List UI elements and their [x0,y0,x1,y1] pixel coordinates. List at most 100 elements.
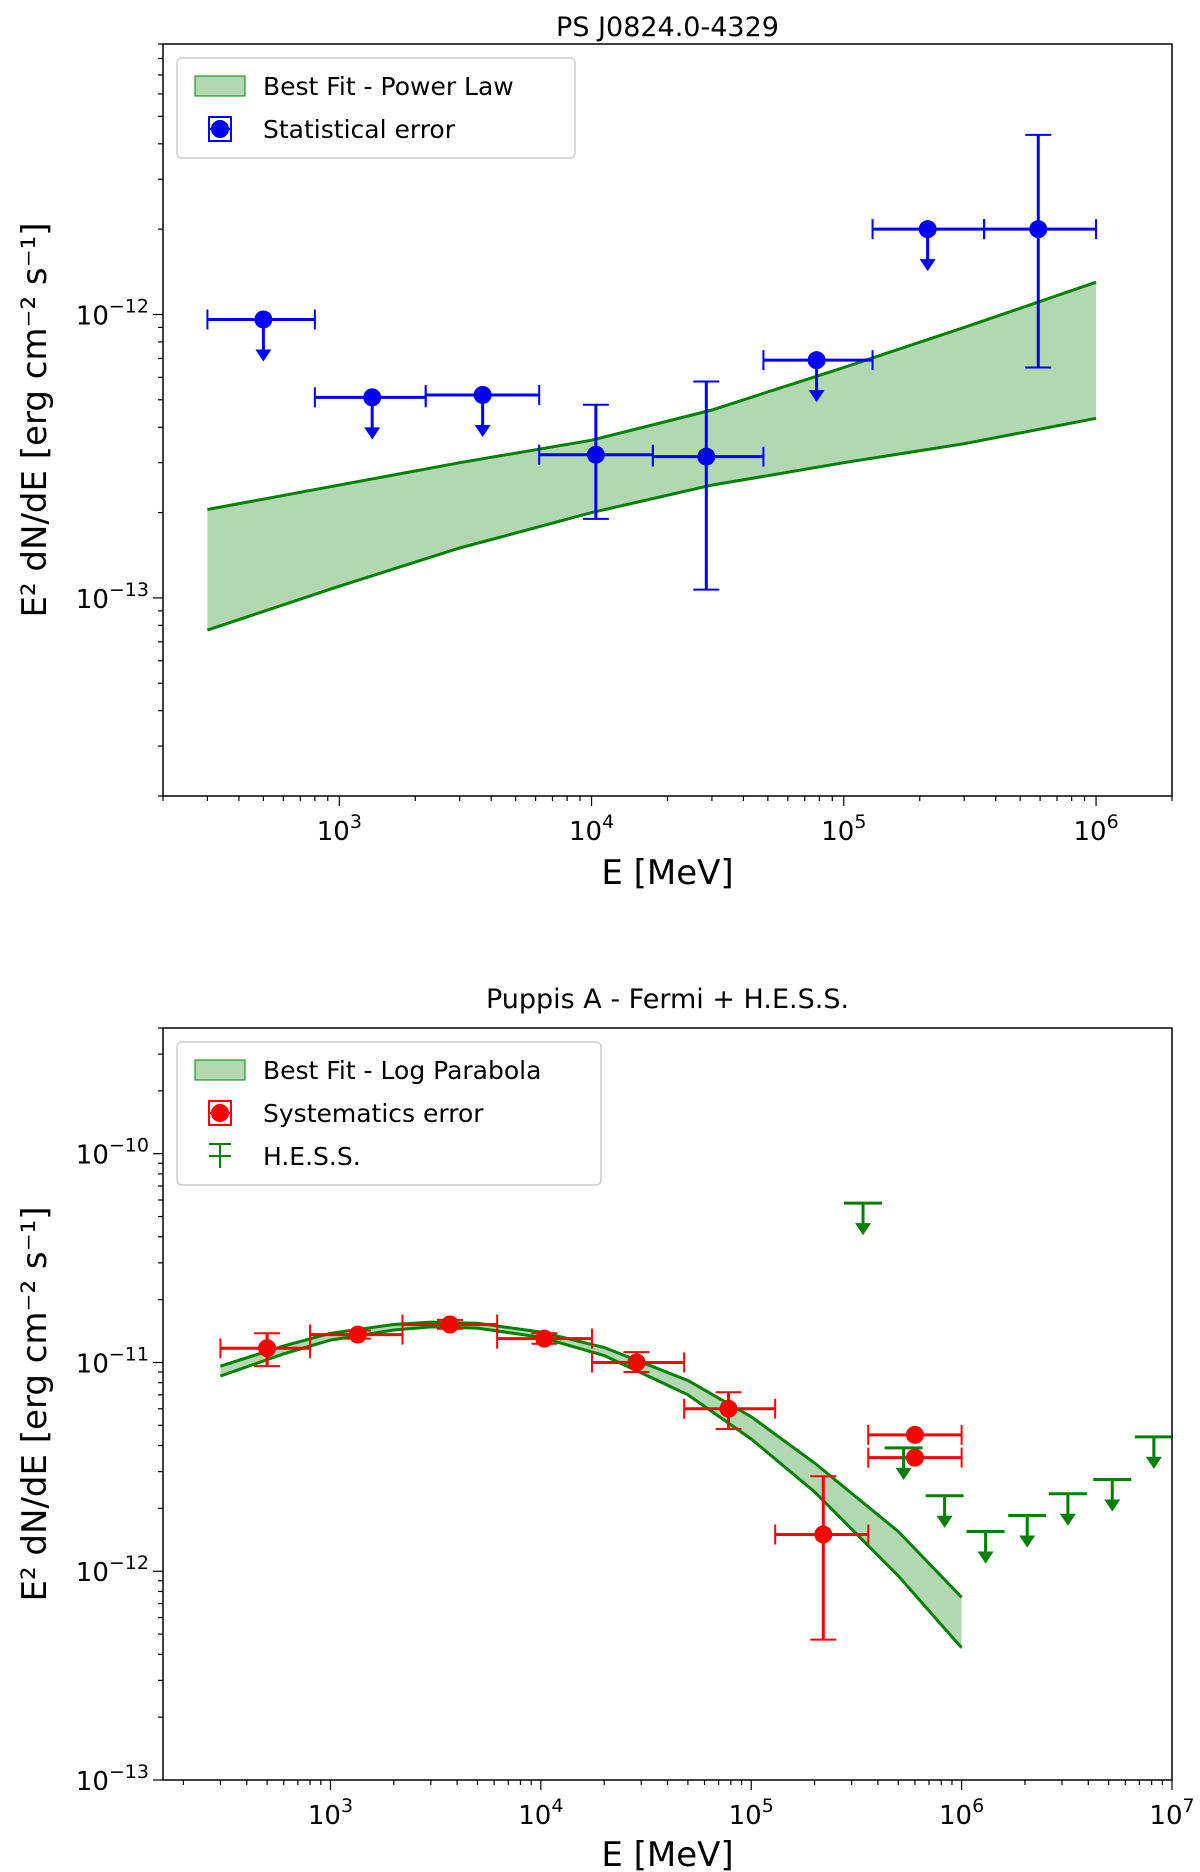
y-tick-base: 10 [76,1767,109,1797]
y-tick-label: 10−12 [76,295,149,331]
upper-limit-arrowhead [255,349,272,362]
x-tick-label: 107 [1149,1795,1194,1831]
legend-box [176,1041,602,1186]
hess-limit-arrowhead [1145,1456,1162,1469]
x-tick-exponent: 6 [972,1795,984,1817]
hess-limit-arrowhead [977,1551,994,1564]
upper-limit-arrowhead [919,259,936,272]
data-point [258,1339,277,1358]
y-tick-exponent: −13 [109,1761,149,1783]
data-point [807,351,826,370]
x-tick-base: 10 [821,817,854,847]
data-point [1029,220,1048,239]
x-tick-label: 103 [317,811,362,847]
data-point [719,1399,738,1418]
legend-swatch-marker [211,1104,229,1122]
data-point [254,310,273,329]
x-tick-exponent: 5 [762,1795,774,1817]
legend-swatch-errorbox [208,116,232,142]
data-point [535,1329,554,1348]
x-tick-base: 10 [317,817,350,847]
legend-label: Best Fit - Log Parabola [263,1056,541,1085]
hess-limit-arrowhead [1104,1499,1121,1512]
fit-band-lower-line [206,416,1097,632]
y-axis-label: E² dN/dE [erg cm⁻² s⁻¹] [15,1207,55,1602]
upper-limit-arrowhead [364,427,381,440]
legend-label: Best Fit - Power Law [263,72,514,101]
x-tick-exponent: 4 [602,811,614,833]
legend-swatch-errorbox [208,1100,232,1126]
x-tick-label: 106 [1073,811,1118,847]
x-tick-label: 105 [729,1795,774,1831]
data-point [440,1315,459,1334]
x-tick-exponent: 3 [350,811,362,833]
data-point [905,1425,924,1444]
data-point [918,220,937,239]
chart-title: Puppis A - Fermi + H.E.S.S. [486,984,849,1015]
hess-limit-arrowhead [1019,1535,1036,1548]
bottom-panel: Puppis A - Fermi + H.E.S.S.103 104 105 106 1… [15,984,1195,1872]
y-tick-base: 10 [76,1558,109,1588]
y-tick-label: 10−11 [76,1343,149,1379]
x-tick-label: 105 [821,811,866,847]
x-tick-base: 10 [569,817,602,847]
x-tick-exponent: 3 [341,1795,353,1817]
data-point [348,1325,367,1344]
y-tick-base: 10 [76,585,109,615]
fit-band-upper-line [207,280,1097,511]
y-tick-label: 10−10 [76,1135,149,1171]
y-axis-label: E² dN/dE [erg cm⁻² s⁻¹] [15,223,55,618]
x-tick-label: 106 [939,1795,984,1831]
x-tick-label: 104 [518,1795,563,1831]
x-tick-base: 10 [1149,1801,1182,1831]
x-tick-base: 10 [1073,817,1106,847]
hess-limit-arrowhead [936,1515,953,1528]
data-point [363,388,382,407]
legend-swatch-band [194,1059,246,1081]
y-tick-exponent: −10 [109,1135,149,1157]
y-tick-base: 10 [76,1141,109,1171]
legend-label: H.E.S.S. [263,1142,361,1171]
upper-limit-arrowhead [808,390,825,403]
y-tick-exponent: −12 [109,1552,149,1574]
x-tick-exponent: 6 [1107,811,1119,833]
hess-limit-arrowhead [1059,1513,1076,1526]
y-tick-exponent: −11 [109,1343,149,1365]
x-tick-base: 10 [729,1801,762,1831]
x-tick-exponent: 7 [1183,1795,1195,1817]
y-tick-exponent: −12 [109,295,149,317]
x-axis-label: E [MeV] [601,1835,733,1872]
hess-limit-arrowhead [855,1223,872,1236]
x-tick-base: 10 [518,1801,551,1831]
x-tick-base: 10 [939,1801,972,1831]
data-point [627,1353,646,1372]
legend-label: Statistical error [263,115,456,144]
hess-limit-arrowhead [895,1467,912,1480]
x-tick-label: 103 [308,1795,353,1831]
data-point [473,385,492,404]
y-tick-exponent: −13 [109,579,149,601]
y-tick-base: 10 [76,301,109,331]
data-point [586,445,605,464]
chart-title: PS J0824.0-4329 [556,12,779,43]
fit-band-fill [220,1322,962,1648]
x-tick-exponent: 4 [551,1795,563,1817]
upper-limit-arrowhead [474,424,491,437]
data-point [814,1525,833,1544]
legend-swatch-band [194,75,246,97]
legend-label: Systematics error [263,1099,484,1128]
legend-swatch-marker [211,120,229,138]
x-axis-label: E [MeV] [601,853,733,893]
data-point [905,1448,924,1467]
fit-band-lower-line [219,1325,963,1649]
y-tick-base: 10 [76,1349,109,1379]
y-tick-label: 10−13 [76,1761,149,1797]
x-tick-label: 104 [569,811,614,847]
data-point [697,447,716,466]
x-tick-exponent: 5 [854,811,866,833]
y-tick-label: 10−13 [76,579,149,615]
y-tick-label: 10−12 [76,1552,149,1588]
legend-box [176,57,576,159]
